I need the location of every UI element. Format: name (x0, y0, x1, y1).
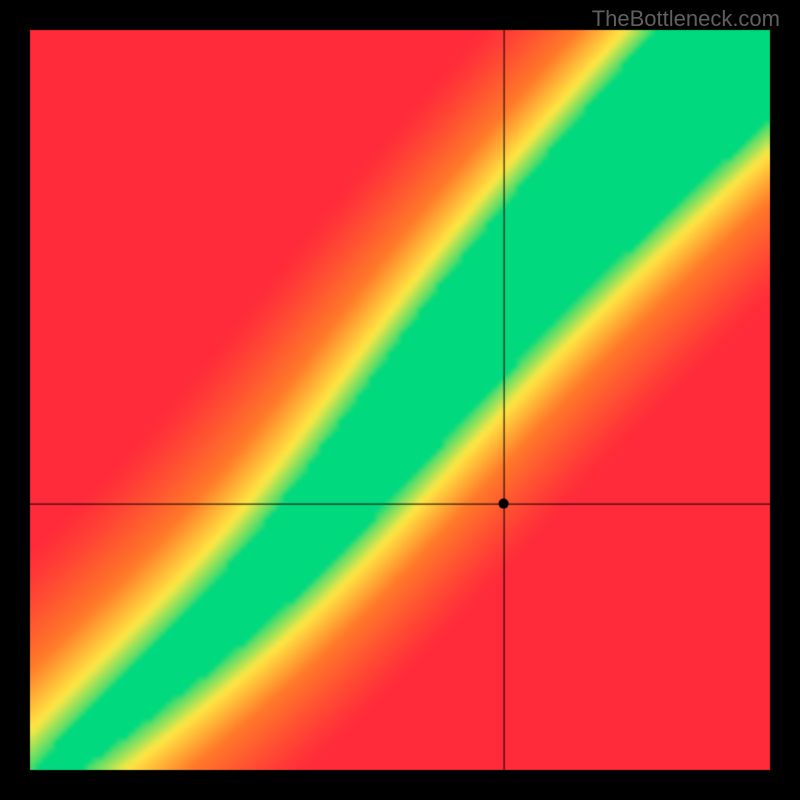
watermark-text: TheBottleneck.com (592, 6, 780, 32)
chart-container: TheBottleneck.com (0, 0, 800, 800)
bottleneck-heatmap (0, 0, 800, 800)
